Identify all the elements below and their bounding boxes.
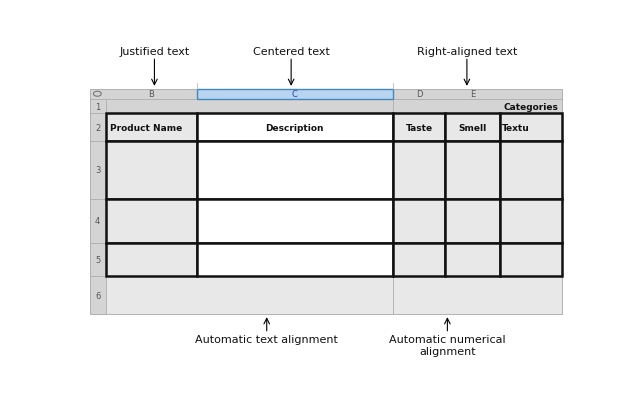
Text: Description: Description — [265, 123, 324, 133]
Text: Categories: Categories — [503, 102, 558, 111]
FancyBboxPatch shape — [89, 100, 106, 114]
Text: Automatic text alignment: Automatic text alignment — [195, 334, 338, 344]
Text: 4: 4 — [95, 217, 100, 226]
Text: 2: 2 — [95, 123, 100, 133]
Text: Taste: Taste — [406, 123, 433, 133]
FancyBboxPatch shape — [500, 243, 563, 276]
FancyBboxPatch shape — [445, 142, 500, 199]
Text: Right-aligned text: Right-aligned text — [416, 47, 517, 57]
Text: Justified text: Justified text — [119, 47, 190, 57]
FancyBboxPatch shape — [500, 142, 563, 199]
Text: 3: 3 — [95, 166, 100, 175]
FancyBboxPatch shape — [89, 90, 563, 100]
Text: Centered text: Centered text — [253, 47, 329, 57]
FancyBboxPatch shape — [106, 100, 392, 114]
Text: 6: 6 — [95, 291, 100, 300]
FancyBboxPatch shape — [106, 142, 197, 199]
FancyBboxPatch shape — [392, 243, 445, 276]
FancyBboxPatch shape — [197, 114, 392, 142]
Text: C: C — [292, 90, 297, 99]
FancyBboxPatch shape — [89, 199, 106, 243]
FancyBboxPatch shape — [392, 276, 563, 315]
FancyBboxPatch shape — [106, 276, 392, 315]
FancyBboxPatch shape — [89, 114, 106, 142]
FancyBboxPatch shape — [89, 142, 106, 199]
FancyBboxPatch shape — [392, 142, 445, 199]
Text: E: E — [470, 90, 475, 99]
FancyBboxPatch shape — [89, 90, 563, 315]
FancyBboxPatch shape — [392, 199, 445, 243]
FancyBboxPatch shape — [500, 114, 563, 142]
FancyBboxPatch shape — [392, 114, 445, 142]
FancyBboxPatch shape — [197, 199, 392, 243]
FancyBboxPatch shape — [197, 90, 392, 100]
Text: Product Name: Product Name — [110, 123, 182, 133]
FancyBboxPatch shape — [106, 199, 197, 243]
Text: 1: 1 — [95, 102, 100, 111]
Text: Textu: Textu — [502, 123, 530, 133]
FancyBboxPatch shape — [197, 243, 392, 276]
FancyBboxPatch shape — [89, 243, 106, 276]
Text: B: B — [148, 90, 154, 99]
Text: 5: 5 — [95, 255, 100, 264]
FancyBboxPatch shape — [500, 199, 563, 243]
FancyBboxPatch shape — [445, 199, 500, 243]
Text: D: D — [416, 90, 422, 99]
FancyBboxPatch shape — [445, 114, 500, 142]
FancyBboxPatch shape — [445, 243, 500, 276]
FancyBboxPatch shape — [89, 276, 106, 315]
Text: Smell: Smell — [459, 123, 486, 133]
FancyBboxPatch shape — [106, 243, 197, 276]
FancyBboxPatch shape — [197, 142, 392, 199]
FancyBboxPatch shape — [106, 114, 197, 142]
Text: Automatic numerical
alignment: Automatic numerical alignment — [389, 334, 506, 356]
FancyBboxPatch shape — [392, 100, 563, 114]
